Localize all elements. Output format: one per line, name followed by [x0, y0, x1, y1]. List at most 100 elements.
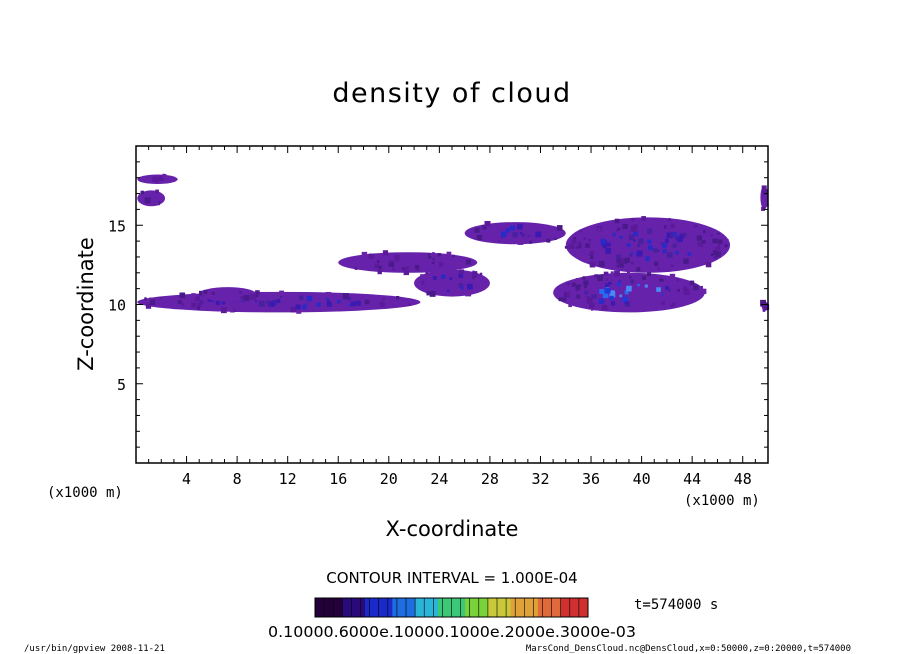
- cloud-cell: [200, 300, 204, 304]
- x-axis-ticks: 4 8 12 16 20 24 28 32 36 40 44 48: [148, 146, 756, 488]
- cloud-cell: [152, 176, 158, 183]
- cloud-cell: [415, 264, 420, 270]
- cloud-cell: [761, 206, 765, 211]
- cloud-cell: [446, 251, 452, 257]
- cloud-cell: [400, 301, 405, 306]
- cloud-cell: [474, 277, 481, 284]
- cloud-cell: [670, 264, 674, 268]
- cloud-cell: [267, 301, 273, 307]
- colorbar-cell: [383, 598, 389, 617]
- cloud-cell: [605, 278, 608, 281]
- cloud-cell: [197, 306, 201, 310]
- colorbar-cell: [396, 598, 402, 617]
- cloud-cell: [647, 228, 653, 234]
- cloud-cell: [527, 234, 530, 238]
- cloud-cell: [626, 243, 631, 247]
- cloud-cell: [713, 256, 717, 259]
- cloud-cell: [591, 294, 595, 298]
- cloud-cell: [458, 283, 464, 288]
- cloud-cell: [425, 271, 429, 275]
- cloud-cell: [365, 294, 370, 300]
- cloud-cell: [677, 236, 683, 243]
- cloud-cell: [472, 271, 478, 277]
- cloud-cell: [472, 274, 477, 280]
- colorbar-cell: [456, 598, 462, 617]
- cloud-cell: [571, 239, 577, 244]
- cloud-cell: [205, 291, 212, 298]
- cloud-cell: [589, 302, 595, 309]
- colorbar-cell: [547, 598, 553, 617]
- colorbar-cell: [374, 598, 380, 617]
- cloud-cell: [630, 261, 634, 265]
- cloud-cell: [582, 276, 586, 280]
- colorbar-cell: [510, 598, 516, 617]
- cloud-cell: [682, 232, 687, 237]
- cloud-cell: [467, 283, 473, 290]
- cloud-cell: [197, 302, 202, 307]
- cloud-cell: [608, 281, 612, 285]
- cloud-cell: [405, 265, 409, 269]
- cloud-cell: [588, 239, 591, 242]
- cloud-cell: [666, 232, 673, 239]
- colorbar-cell: [351, 598, 357, 617]
- x-tick-label: 32: [531, 470, 549, 488]
- cloud-cell: [501, 236, 504, 239]
- cloud-cell: [605, 283, 610, 288]
- cloud-cell: [610, 290, 615, 295]
- cloud-cell: [159, 297, 162, 300]
- cloud-cell: [662, 249, 667, 254]
- cloud-cell: [403, 269, 410, 276]
- cloud-cell: [714, 244, 721, 251]
- cloud-cell: [573, 236, 577, 240]
- cloud-cell: [376, 260, 380, 263]
- cloud-cell: [355, 300, 361, 306]
- cloud-cell: [610, 301, 616, 306]
- colorbar-cell: [569, 598, 575, 617]
- colorbar: [314, 598, 589, 617]
- cloud-cell: [454, 289, 461, 296]
- cloud-cell: [590, 308, 594, 311]
- cloud-cell: [599, 288, 605, 295]
- y-axis-ticks: 5 10 15: [108, 161, 768, 448]
- cloud-cell: [368, 253, 374, 259]
- cloud-cell: [624, 257, 630, 263]
- cloud-cell: [599, 232, 602, 235]
- cloud-cell: [400, 260, 405, 264]
- colorbar-cell: [346, 598, 352, 617]
- cloud-cell: [566, 282, 570, 286]
- y-tick-label: 5: [117, 376, 126, 394]
- cloud-cell: [269, 301, 276, 307]
- cloud-cell: [689, 280, 695, 286]
- cloud-cell: [600, 238, 606, 245]
- cloud-cell: [585, 243, 590, 248]
- x-tick-label: 40: [633, 470, 651, 488]
- cloud-cell: [392, 267, 395, 271]
- cloud-cell: [612, 233, 616, 237]
- y-tick-label: 10: [108, 297, 126, 315]
- cloud-cell: [656, 287, 661, 292]
- cloud-cell: [243, 295, 250, 301]
- cloud-cell: [615, 254, 622, 261]
- cloud-cell: [605, 248, 612, 254]
- cloud-cell: [583, 237, 587, 241]
- cloud-cell: [619, 294, 623, 298]
- cloud-cell: [630, 225, 637, 232]
- cloud-cell: [430, 259, 433, 263]
- cloud-cell: [575, 278, 582, 285]
- cloud-cell: [724, 244, 728, 248]
- cloud-cell: [519, 231, 523, 235]
- cloud-cell: [191, 293, 196, 298]
- cloud-cell: [644, 268, 648, 272]
- cloud-cell: [725, 238, 729, 242]
- cloud-cell: [603, 271, 609, 277]
- colorbar-cell: [378, 598, 384, 617]
- cloud-cell: [626, 285, 632, 292]
- cloud-cell: [354, 267, 358, 270]
- cloud-cell: [661, 301, 665, 305]
- cloud-cell: [402, 267, 405, 270]
- cloud-cell: [619, 235, 623, 239]
- cloud-cell: [679, 233, 685, 239]
- cloud-cell: [199, 290, 204, 296]
- cloud-cell: [170, 296, 175, 301]
- colorbar-cell: [578, 598, 584, 617]
